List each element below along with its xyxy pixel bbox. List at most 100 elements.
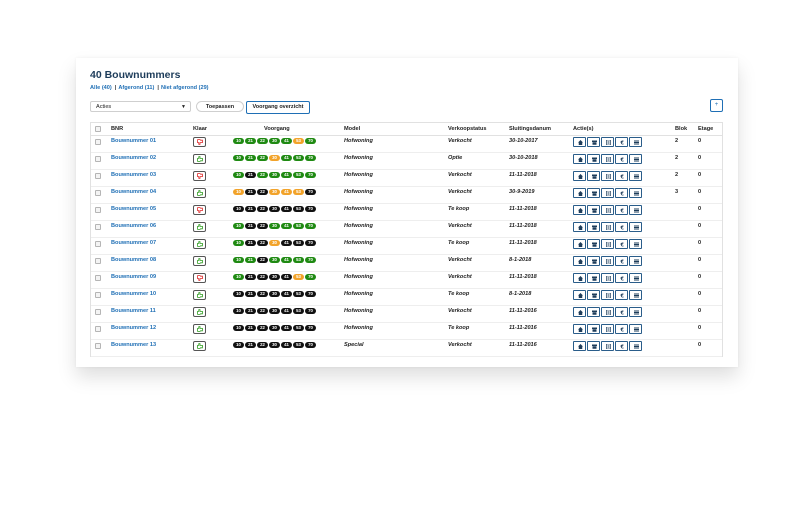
stage-pill[interactable]: 53 [293, 189, 304, 195]
stage-pill[interactable]: 22 [257, 291, 268, 297]
stage-pill[interactable]: 21 [245, 189, 256, 195]
list-action-button[interactable] [629, 171, 642, 181]
stage-pill[interactable]: 30 [269, 308, 280, 314]
euro-action-button[interactable]: € [615, 205, 628, 215]
document-action-button[interactable] [601, 154, 614, 164]
stage-pill[interactable]: 53 [293, 206, 304, 212]
stage-pill[interactable]: 41 [281, 138, 292, 144]
euro-action-button[interactable]: € [615, 307, 628, 317]
document-action-button[interactable] [601, 290, 614, 300]
klaar-toggle[interactable] [193, 307, 206, 317]
stage-pill[interactable]: 21 [245, 223, 256, 229]
row-checkbox[interactable] [95, 190, 101, 196]
archive-action-button[interactable] [587, 341, 600, 351]
archive-action-button[interactable] [587, 273, 600, 283]
document-action-button[interactable] [601, 273, 614, 283]
stage-pill[interactable]: 70 [305, 274, 316, 280]
progress-overview-button[interactable]: Voorgang overzicht [246, 101, 310, 114]
stage-pill[interactable]: 21 [245, 155, 256, 161]
list-action-button[interactable] [629, 256, 642, 266]
row-checkbox[interactable] [95, 207, 101, 213]
klaar-toggle[interactable] [193, 290, 206, 300]
stage-pill[interactable]: 30 [269, 138, 280, 144]
actions-select[interactable]: Acties ▼ [90, 101, 191, 112]
stage-pill[interactable]: 53 [293, 240, 304, 246]
stage-pill[interactable]: 70 [305, 291, 316, 297]
euro-action-button[interactable]: € [615, 341, 628, 351]
stage-pill[interactable]: 53 [293, 308, 304, 314]
euro-action-button[interactable]: € [615, 222, 628, 232]
row-checkbox[interactable] [95, 258, 101, 264]
document-action-button[interactable] [601, 256, 614, 266]
archive-action-button[interactable] [587, 154, 600, 164]
stage-pill[interactable]: 21 [245, 325, 256, 331]
stage-pill[interactable]: 10 [233, 206, 244, 212]
select-all-checkbox[interactable] [95, 126, 101, 132]
euro-action-button[interactable]: € [615, 239, 628, 249]
row-checkbox[interactable] [95, 139, 101, 145]
stage-pill[interactable]: 70 [305, 155, 316, 161]
list-action-button[interactable] [629, 324, 642, 334]
stage-pill[interactable]: 22 [257, 172, 268, 178]
bouwnummer-link[interactable]: Bouwnummer 13 [111, 342, 157, 348]
home-action-button[interactable] [573, 307, 586, 317]
document-action-button[interactable] [601, 205, 614, 215]
stage-pill[interactable]: 70 [305, 257, 316, 263]
list-action-button[interactable] [629, 307, 642, 317]
stage-pill[interactable]: 21 [245, 308, 256, 314]
stage-pill[interactable]: 10 [233, 172, 244, 178]
home-action-button[interactable] [573, 154, 586, 164]
stage-pill[interactable]: 10 [233, 155, 244, 161]
stage-pill[interactable]: 22 [257, 206, 268, 212]
stage-pill[interactable]: 10 [233, 291, 244, 297]
stage-pill[interactable]: 70 [305, 138, 316, 144]
stage-pill[interactable]: 41 [281, 308, 292, 314]
stage-pill[interactable]: 22 [257, 155, 268, 161]
stage-pill[interactable]: 22 [257, 240, 268, 246]
bouwnummer-link[interactable]: Bouwnummer 10 [111, 291, 157, 297]
stage-pill[interactable]: 21 [245, 274, 256, 280]
euro-action-button[interactable]: € [615, 273, 628, 283]
stage-pill[interactable]: 53 [293, 138, 304, 144]
stage-pill[interactable]: 10 [233, 274, 244, 280]
euro-action-button[interactable]: € [615, 324, 628, 334]
euro-action-button[interactable]: € [615, 137, 628, 147]
row-checkbox[interactable] [95, 241, 101, 247]
stage-pill[interactable]: 22 [257, 274, 268, 280]
stage-pill[interactable]: 30 [269, 172, 280, 178]
stage-pill[interactable]: 41 [281, 172, 292, 178]
klaar-toggle[interactable] [193, 239, 206, 249]
stage-pill[interactable]: 70 [305, 240, 316, 246]
bouwnummer-link[interactable]: Bouwnummer 04 [111, 189, 157, 195]
stage-pill[interactable]: 41 [281, 223, 292, 229]
home-action-button[interactable] [573, 290, 586, 300]
stage-pill[interactable]: 70 [305, 189, 316, 195]
klaar-toggle[interactable] [193, 137, 206, 147]
stage-pill[interactable]: 30 [269, 223, 280, 229]
stage-pill[interactable]: 30 [269, 189, 280, 195]
row-checkbox[interactable] [95, 343, 101, 349]
stage-pill[interactable]: 70 [305, 172, 316, 178]
stage-pill[interactable]: 70 [305, 308, 316, 314]
stage-pill[interactable]: 30 [269, 206, 280, 212]
stage-pill[interactable]: 21 [245, 138, 256, 144]
euro-action-button[interactable]: € [615, 171, 628, 181]
bouwnummer-link[interactable]: Bouwnummer 02 [111, 155, 157, 161]
filter-completed[interactable]: Afgerond (11) [118, 85, 155, 91]
home-action-button[interactable] [573, 205, 586, 215]
stage-pill[interactable]: 41 [281, 274, 292, 280]
filter-all[interactable]: Alle (40) [90, 85, 112, 91]
archive-action-button[interactable] [587, 171, 600, 181]
archive-action-button[interactable] [587, 239, 600, 249]
euro-action-button[interactable]: € [615, 256, 628, 266]
list-action-button[interactable] [629, 222, 642, 232]
home-action-button[interactable] [573, 222, 586, 232]
stage-pill[interactable]: 53 [293, 155, 304, 161]
stage-pill[interactable]: 30 [269, 325, 280, 331]
row-checkbox[interactable] [95, 275, 101, 281]
klaar-toggle[interactable] [193, 324, 206, 334]
stage-pill[interactable]: 21 [245, 172, 256, 178]
stage-pill[interactable]: 21 [245, 240, 256, 246]
stage-pill[interactable]: 30 [269, 155, 280, 161]
stage-pill[interactable]: 22 [257, 308, 268, 314]
